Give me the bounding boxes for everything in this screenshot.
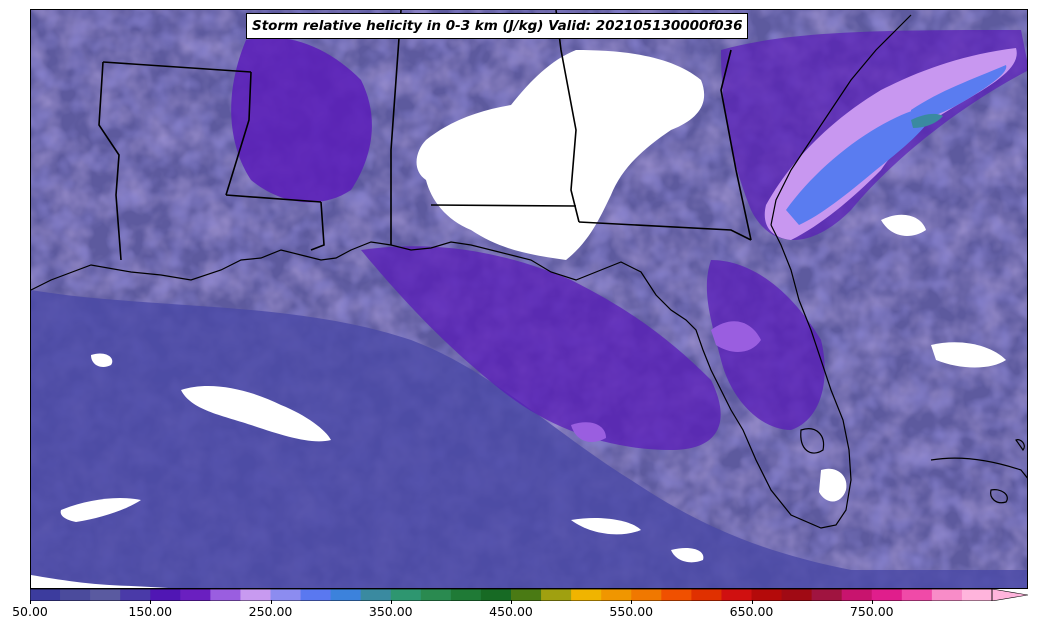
field-missing-mississippi xyxy=(416,50,705,260)
colorbar-segment xyxy=(210,589,241,601)
colorbar-segment xyxy=(541,589,572,601)
colorbar-tick-label: 450.00 xyxy=(489,604,533,619)
field-blue-core xyxy=(786,108,936,225)
colorbar-segment xyxy=(691,589,722,601)
field-missing-texas xyxy=(181,385,331,442)
field-missing-texas-2 xyxy=(91,353,113,367)
colorbar-segment xyxy=(781,589,813,601)
border-ar-la xyxy=(225,194,322,203)
coastlines xyxy=(31,14,1027,529)
border-ms-south xyxy=(430,204,577,207)
field-teal-core xyxy=(911,113,943,128)
colorbar-tick xyxy=(631,600,633,604)
field-purple-north xyxy=(231,37,372,203)
colorbar-segment xyxy=(511,589,542,601)
colorbar-segment xyxy=(180,589,211,601)
colorbar-segment xyxy=(240,589,271,601)
coast-cuba xyxy=(930,457,1027,479)
coast-bahamas-2 xyxy=(1015,439,1025,452)
map-title: Storm relative helicity in 0-3 km (J/kg)… xyxy=(246,13,749,39)
border-ar-west xyxy=(225,71,252,196)
colorbar-extend-arrow xyxy=(991,589,1028,601)
colorbar-segment xyxy=(721,589,752,601)
field-missing-caribbean-2 xyxy=(671,548,704,563)
coast-texas xyxy=(31,224,852,529)
map-panel xyxy=(30,9,1028,589)
colorbar-segment xyxy=(841,589,873,601)
lake-okeechobee xyxy=(800,428,825,454)
colorbar-segment xyxy=(30,589,61,601)
border-la-east xyxy=(310,201,325,251)
colorbar-tick-label: 150.00 xyxy=(128,604,173,619)
colorbar-segment xyxy=(450,589,482,601)
colorbar-labels: 50.00 150.00 250.00 350.00 450.00 550.00 650.0… xyxy=(0,604,1037,624)
colorbar-segment xyxy=(390,589,422,601)
colorbar-tick xyxy=(871,600,873,604)
colorbar-tick-label: 650.00 xyxy=(729,604,774,619)
field-purple-gulf xyxy=(361,246,721,450)
state-borders xyxy=(98,10,752,261)
colorbar-segment xyxy=(330,589,362,601)
field-missing-sw xyxy=(31,575,169,588)
coast-east xyxy=(770,14,912,226)
border-ga-sc xyxy=(720,49,752,241)
colorbar-segment xyxy=(270,589,302,601)
field-missing-caribbean xyxy=(571,518,641,535)
field-lavender-patch-2 xyxy=(571,422,606,442)
border-fl-ga xyxy=(578,221,752,241)
colorbar-tick xyxy=(150,600,152,604)
colorbar-segment xyxy=(961,589,993,601)
colorbar-segment xyxy=(871,589,903,601)
colorbar-tick xyxy=(390,600,392,604)
colorbar-outline xyxy=(30,589,993,601)
colorbar-tick xyxy=(30,600,31,604)
colorbar-segment xyxy=(601,589,632,601)
colorbar-segment xyxy=(60,589,91,601)
colorbar-segment xyxy=(751,589,783,601)
colorbar-tick xyxy=(511,600,512,604)
colorbar-segment xyxy=(420,589,452,601)
colorbar-tick-label: 250.00 xyxy=(248,604,293,619)
colorbar-segment xyxy=(811,589,843,601)
colorbar-segment xyxy=(661,589,692,601)
colorbar-tick-label: 750.00 xyxy=(849,604,894,619)
field-missing-atlantic xyxy=(931,342,1006,368)
colorbar-tick xyxy=(270,600,272,604)
border-ok-ks xyxy=(102,61,252,73)
border-tx-ok xyxy=(98,61,122,261)
colorbar-segment xyxy=(90,589,121,601)
field-missing-florida-tip xyxy=(819,468,847,502)
colorbar-segment xyxy=(571,589,602,601)
coast-bahamas xyxy=(990,489,1008,504)
colorbar-tick xyxy=(751,600,753,604)
field-purple-florida xyxy=(706,260,825,430)
colorbar-segment xyxy=(631,589,662,601)
colorbar-segment xyxy=(300,589,332,601)
border-ms-al xyxy=(390,10,402,245)
colorbar-segment xyxy=(901,589,933,601)
colorbar-segment xyxy=(120,589,151,601)
field-lavender-patch xyxy=(711,321,761,352)
colorbar-segment xyxy=(360,589,392,601)
field-missing-atlantic-2 xyxy=(881,214,926,236)
colorbar-tick-label: 350.00 xyxy=(368,604,413,619)
helicity-map xyxy=(31,10,1027,588)
colorbar xyxy=(30,589,1028,601)
field-missing-south xyxy=(60,498,141,522)
field-blue-core-2 xyxy=(911,65,1007,122)
colorbar-segment xyxy=(931,589,963,601)
colorbar-segment xyxy=(480,589,512,601)
field-low-band xyxy=(31,290,1027,588)
colorbar-tick-label: 550.00 xyxy=(609,604,654,619)
colorbar-segment xyxy=(150,589,181,601)
colorbar-tick-label: 50.00 xyxy=(12,604,48,619)
